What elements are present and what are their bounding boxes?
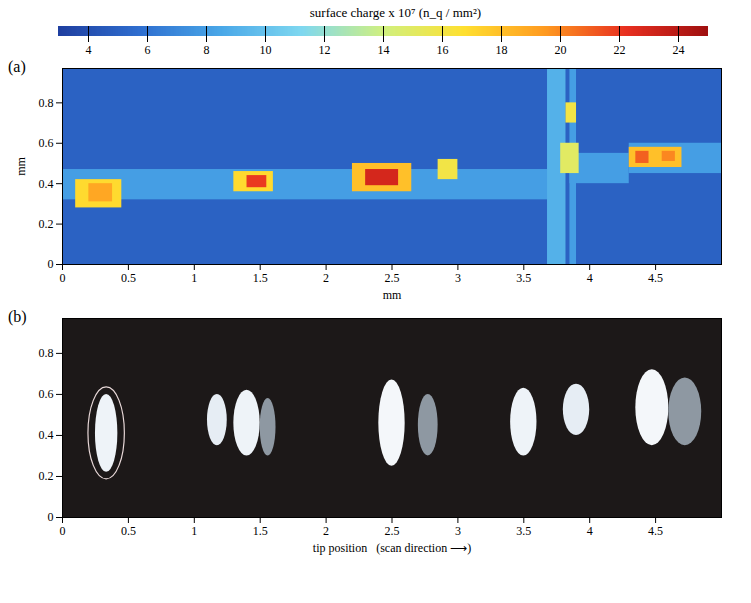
svg-text:1: 1 (191, 524, 197, 538)
svg-text:tip position (scan direction: tip position (scan direction ⟶) (313, 541, 471, 555)
svg-text:3.5: 3.5 (516, 271, 531, 285)
html-text:(a): (a) (8, 58, 26, 75)
svg-text:0.8: 0.8 (39, 96, 54, 110)
svg-text:mm: mm (383, 288, 402, 302)
svg-text:0.5: 0.5 (121, 524, 136, 538)
svg-text:0.4: 0.4 (39, 177, 54, 191)
svg-text:16: 16 (437, 43, 449, 57)
svg-text:2.5: 2.5 (385, 271, 400, 285)
svg-text:3: 3 (455, 524, 461, 538)
svg-text:20: 20 (555, 43, 567, 57)
svg-text:18: 18 (496, 43, 508, 57)
svg-text:0: 0 (48, 510, 54, 524)
svg-text:4.5: 4.5 (648, 524, 663, 538)
svg-text:22: 22 (614, 43, 626, 57)
svg-text:10: 10 (260, 43, 272, 57)
svg-text:1.5: 1.5 (253, 524, 268, 538)
svg-text:0.8: 0.8 (39, 346, 54, 360)
svg-text:3: 3 (455, 271, 461, 285)
svg-text:2: 2 (323, 524, 329, 538)
svg-text:0.2: 0.2 (39, 217, 54, 231)
svg-text:0.2: 0.2 (39, 469, 54, 483)
svg-text:0.4: 0.4 (39, 428, 54, 442)
svg-text:24: 24 (673, 43, 685, 57)
svg-text:0.5: 0.5 (121, 271, 136, 285)
svg-text:0.6: 0.6 (39, 136, 54, 150)
svg-text:mm: mm (14, 157, 28, 176)
html-text:(b): (b) (8, 308, 27, 325)
svg-text:2.5: 2.5 (385, 524, 400, 538)
svg-text:4: 4 (86, 43, 92, 57)
svg-text:1.5: 1.5 (253, 271, 268, 285)
svg-text:14: 14 (378, 43, 390, 57)
svg-text:0: 0 (60, 271, 66, 285)
svg-text:12: 12 (319, 43, 331, 57)
svg-text:3.5: 3.5 (516, 524, 531, 538)
svg-text:0.6: 0.6 (39, 387, 54, 401)
svg-text:4.5: 4.5 (648, 271, 663, 285)
svg-text:4: 4 (587, 524, 593, 538)
svg-text:4: 4 (587, 271, 593, 285)
svg-text:2: 2 (323, 271, 329, 285)
svg-text:8: 8 (204, 43, 210, 57)
svg-text:0: 0 (48, 257, 54, 271)
svg-text:6: 6 (145, 43, 151, 57)
svg-text:1: 1 (191, 271, 197, 285)
svg-text:0: 0 (60, 524, 66, 538)
html-text:surface charge x 10⁷ (n_q / mm: surface charge x 10⁷ (n_q / mm²) (309, 5, 482, 20)
